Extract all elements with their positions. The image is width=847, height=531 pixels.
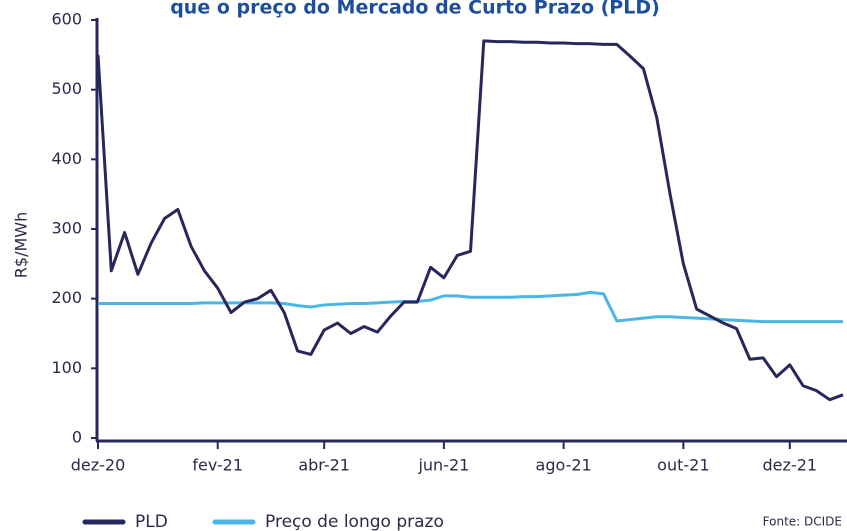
x-tick-label: dez-20 bbox=[71, 456, 126, 475]
legend-label: Preço de longo prazo bbox=[265, 512, 444, 531]
x-tick-label: dez-21 bbox=[763, 456, 818, 475]
y-tick-label: 100 bbox=[51, 358, 82, 377]
y-tick-label: 200 bbox=[51, 288, 82, 307]
legend-label: PLD bbox=[135, 512, 168, 531]
x-tick-label: ago-21 bbox=[536, 456, 592, 475]
y-tick-label: 600 bbox=[51, 10, 82, 29]
y-tick-label: 500 bbox=[51, 79, 82, 98]
series-line bbox=[96, 39, 844, 402]
y-tick-label: 0 bbox=[72, 428, 82, 447]
x-tick-label: fev-21 bbox=[192, 456, 243, 475]
x-tick-label: jun-21 bbox=[417, 456, 469, 475]
x-tick-label: out-21 bbox=[657, 456, 709, 475]
source-note: Fonte: DCIDE bbox=[763, 515, 842, 529]
y-tick-label: 300 bbox=[51, 219, 82, 238]
y-tick-label: 400 bbox=[51, 149, 82, 168]
chart-title: que o preço do Mercado de Curto Prazo (P… bbox=[170, 0, 660, 19]
y-axis-label: R$/MWh bbox=[12, 212, 31, 278]
x-tick-label: abr-21 bbox=[298, 456, 350, 475]
series-line bbox=[98, 290, 843, 324]
